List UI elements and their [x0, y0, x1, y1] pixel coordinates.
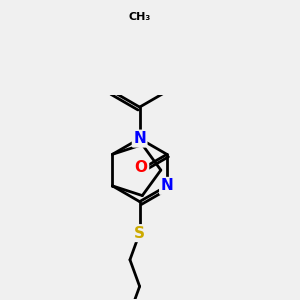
Text: S: S [134, 226, 145, 241]
Text: N: N [133, 131, 146, 146]
Text: N: N [160, 178, 173, 194]
Text: O: O [135, 160, 148, 175]
Text: CH₃: CH₃ [128, 12, 151, 22]
